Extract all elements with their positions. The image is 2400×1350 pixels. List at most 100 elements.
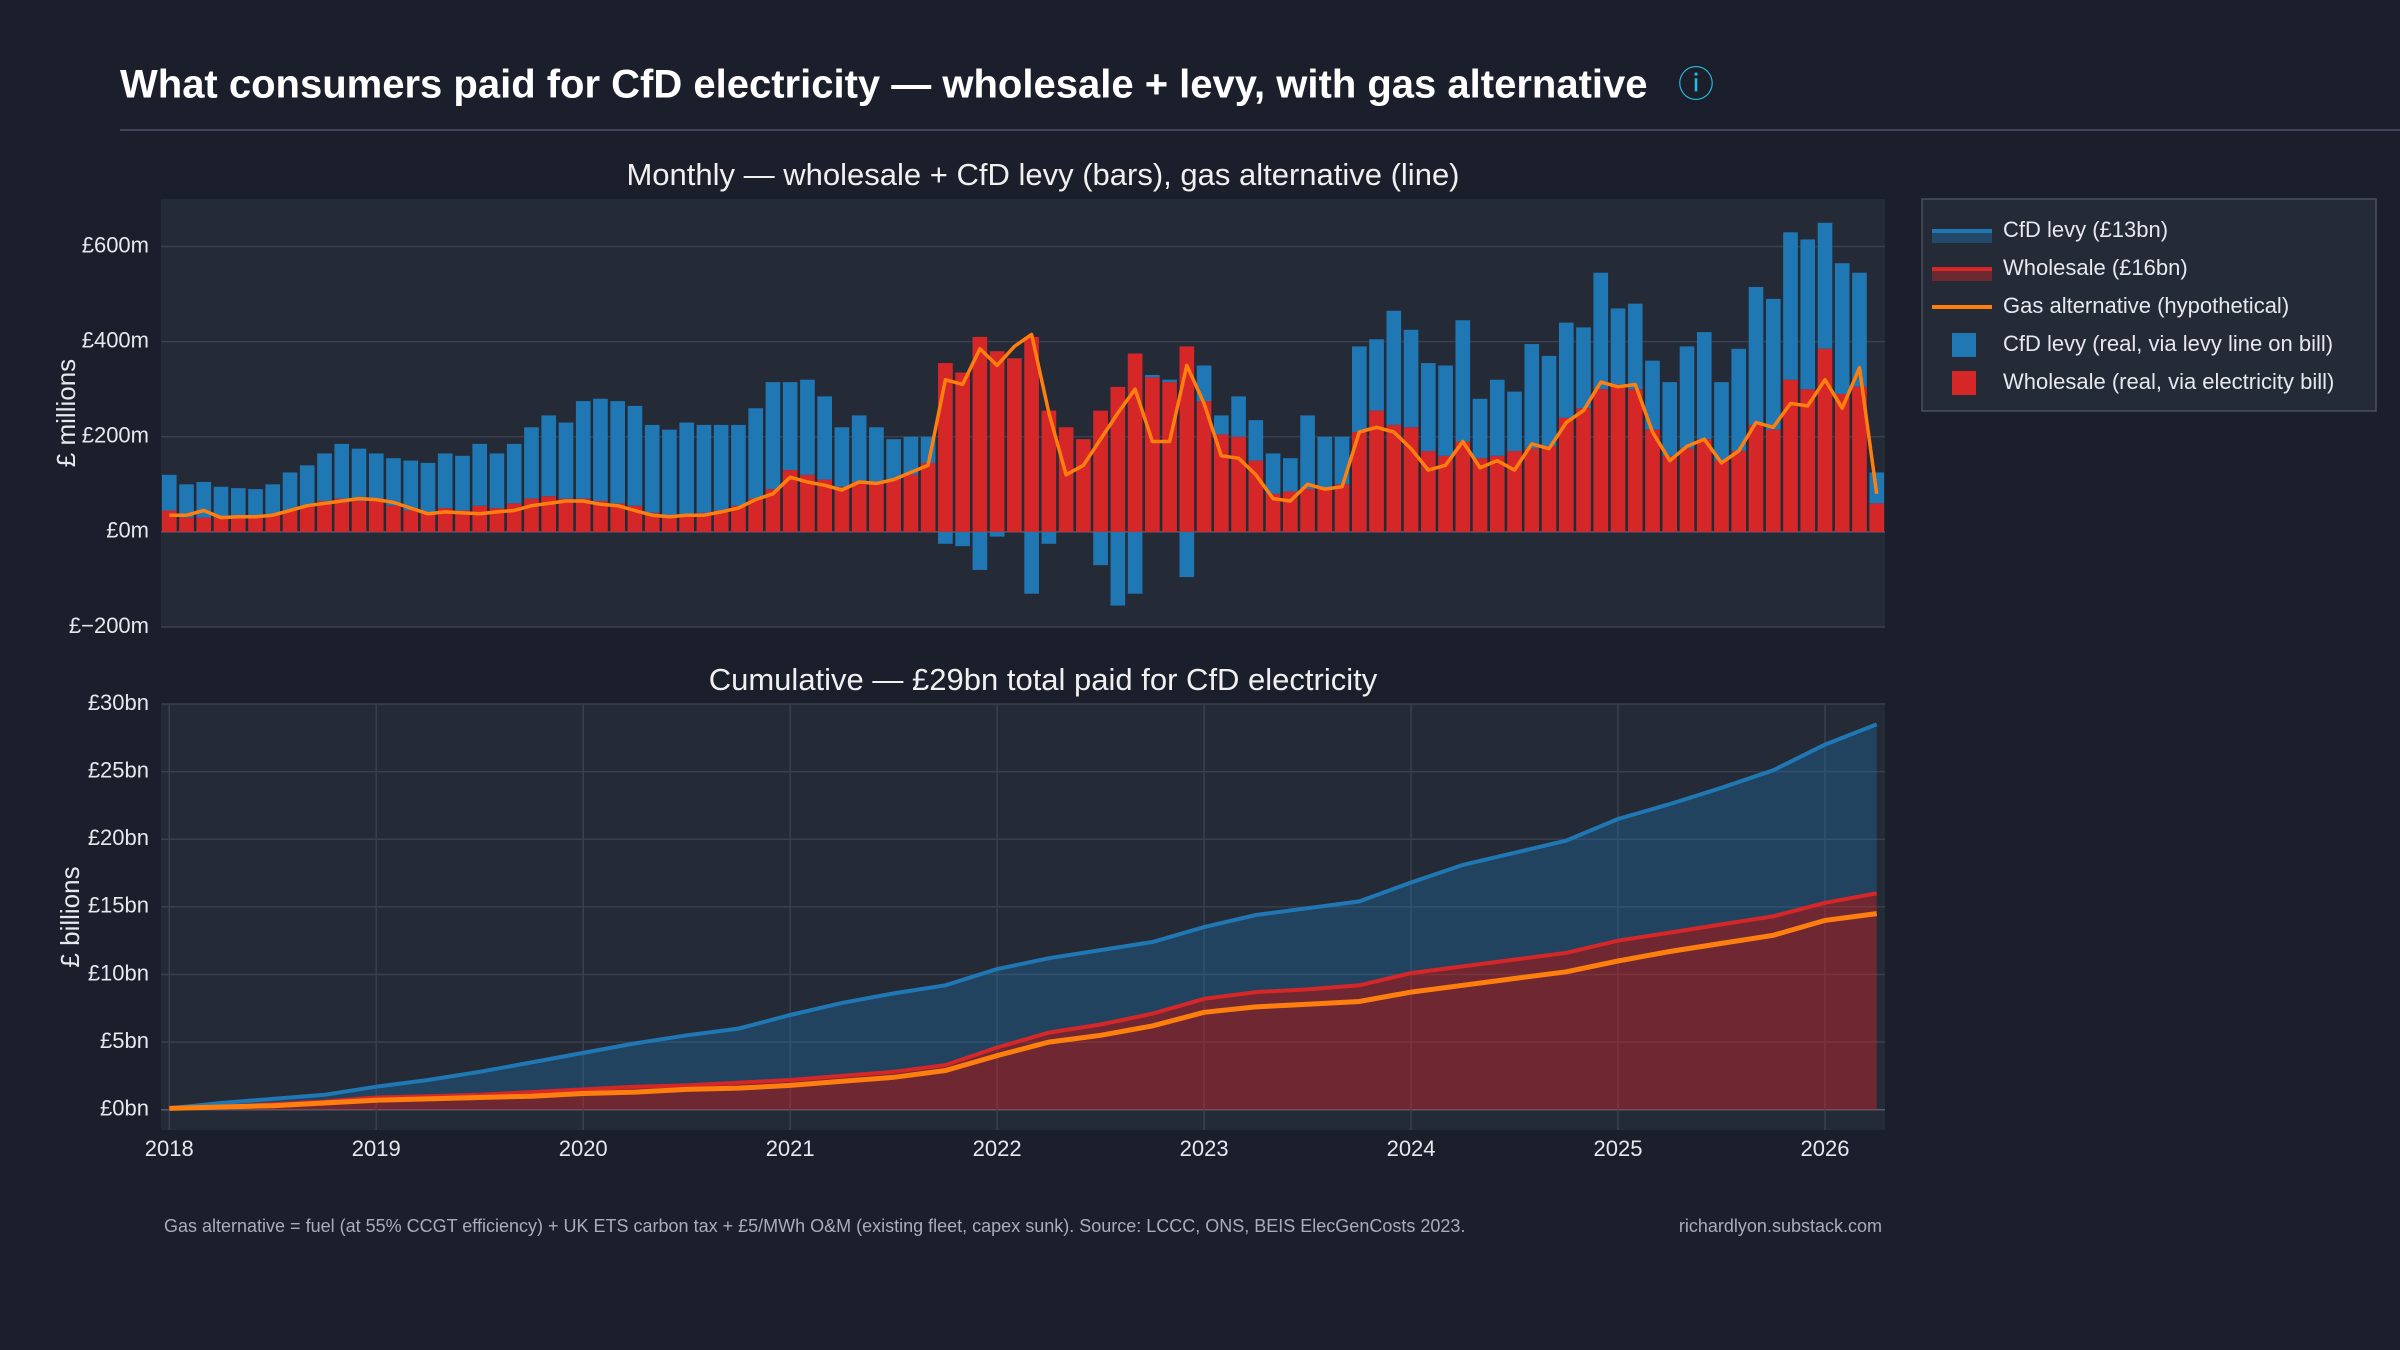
bar [299,505,315,532]
bar [1231,436,1246,532]
bar [1541,355,1557,447]
area [169,724,1877,1109]
bar [575,401,591,499]
bar [1593,389,1609,532]
x-tick-label: 2025 [1594,1136,1643,1161]
bar [1420,363,1436,452]
bar [1489,455,1505,532]
bar [1145,377,1160,532]
bar [989,351,1005,532]
bar [1351,346,1367,433]
bar [679,515,695,532]
bar [662,429,677,518]
x-tick-label: 2023 [1180,1136,1229,1161]
bar [1127,353,1143,532]
bar [472,505,488,532]
bar [1110,531,1126,606]
bar [1558,322,1574,418]
bar [541,415,557,497]
bar [1282,458,1298,492]
bar [1748,286,1764,425]
bar [1300,489,1315,532]
bar [782,470,798,532]
bar [455,510,470,532]
bar [1093,531,1108,566]
bar [1265,453,1281,494]
bar [1472,458,1488,532]
bar [1093,410,1108,532]
y-tick-label: £0m [106,518,149,543]
bar [800,474,815,532]
bar [765,382,781,490]
bar [713,510,729,532]
bar [558,422,574,499]
bar [1472,398,1488,459]
y-tick-label: £600m [82,232,149,257]
bar [1351,432,1367,532]
bar [1714,382,1729,461]
bar [903,474,919,532]
y-axis-title: £ millions [51,359,81,467]
bar [1834,263,1850,394]
bar [748,498,764,532]
bar [386,505,401,532]
bar [1593,272,1609,390]
bar [731,505,746,532]
bar [593,500,608,532]
line [169,332,1879,520]
x-tick-label: 2021 [766,1136,815,1161]
bar [1455,320,1471,442]
footer-note: Gas alternative = fuel (at 55% CCGT effi… [164,1216,1465,1236]
bar [179,517,194,532]
bar [644,424,660,513]
y-tick-label: £25bn [88,757,149,782]
bar [282,510,298,532]
info-icon[interactable]: ⓘ [1678,64,1714,105]
x-tick-label: 2019 [352,1136,401,1161]
y-tick-label: £0bn [100,1096,149,1121]
bar [351,448,367,501]
bar [1765,298,1781,430]
bar [1783,232,1798,380]
bar [1576,327,1591,409]
bar [575,498,591,532]
legend-label: CfD levy (£13bn) [2003,217,2168,242]
bar [1076,439,1091,532]
bar [886,439,901,480]
bar [1403,329,1419,428]
bar [472,443,488,506]
y-axis-title: £ billions [55,866,85,967]
bar [230,488,246,518]
bar [403,460,419,511]
bar [437,453,453,509]
bar [610,503,626,532]
footer-credit: richardlyon.substack.com [1679,1216,1882,1236]
bar [1334,484,1350,532]
bar [1852,272,1867,387]
y-tick-label: £5bn [100,1028,149,1053]
bar [1007,358,1022,532]
legend-label: Wholesale (real, via electricity bill) [2003,369,2334,394]
legend-swatch [1952,333,1976,357]
bar [1058,427,1074,532]
bar [1817,222,1833,349]
line [169,911,1878,1111]
bar [1800,389,1816,532]
plot [161,222,1885,606]
bar [1558,417,1574,532]
bar [972,336,988,532]
bar [317,453,332,501]
x-tick-label: 2020 [559,1136,608,1161]
bar [713,424,729,511]
bar [989,531,1005,537]
chart-title: Cumulative — £29bn total paid for CfD el… [709,662,1378,697]
bar [1317,489,1333,532]
bar [265,515,281,532]
bar [1110,386,1126,532]
chart-title: Monthly — wholesale + CfD levy (bars), g… [626,157,1459,192]
bar [1231,396,1246,437]
x-tick-label: 2026 [1801,1136,1850,1161]
bar [334,498,350,532]
bar [213,486,229,518]
